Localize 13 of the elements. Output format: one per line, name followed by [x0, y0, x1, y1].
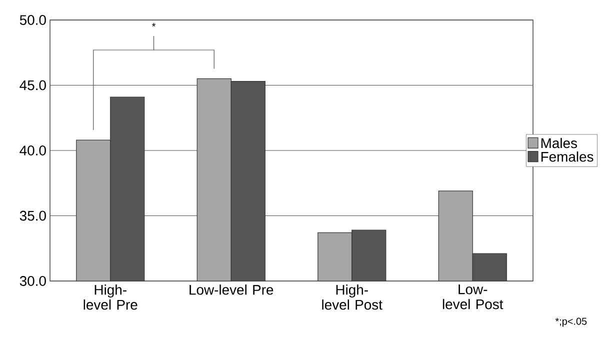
text: *;p<.05 — [555, 318, 587, 327]
x-tick-label: High-level Pre — [84, 284, 138, 310]
x-tick-label: High-level Post — [322, 284, 382, 310]
y-tick-label: 45.0 — [20, 80, 46, 90]
y-tick-label: 50.0 — [20, 15, 46, 25]
legend-label: Females — [541, 151, 594, 162]
y-tick-label: 35.0 — [20, 210, 46, 221]
annotation: * — [152, 22, 156, 26]
legend-label: Males — [541, 138, 577, 148]
y-tick-label: 40.0 — [20, 146, 46, 156]
x-tick-label: Low-level Pre — [190, 284, 274, 295]
x-tick-label: Low-level Post — [442, 284, 504, 310]
y-tick-label: 30.0 — [20, 276, 46, 286]
